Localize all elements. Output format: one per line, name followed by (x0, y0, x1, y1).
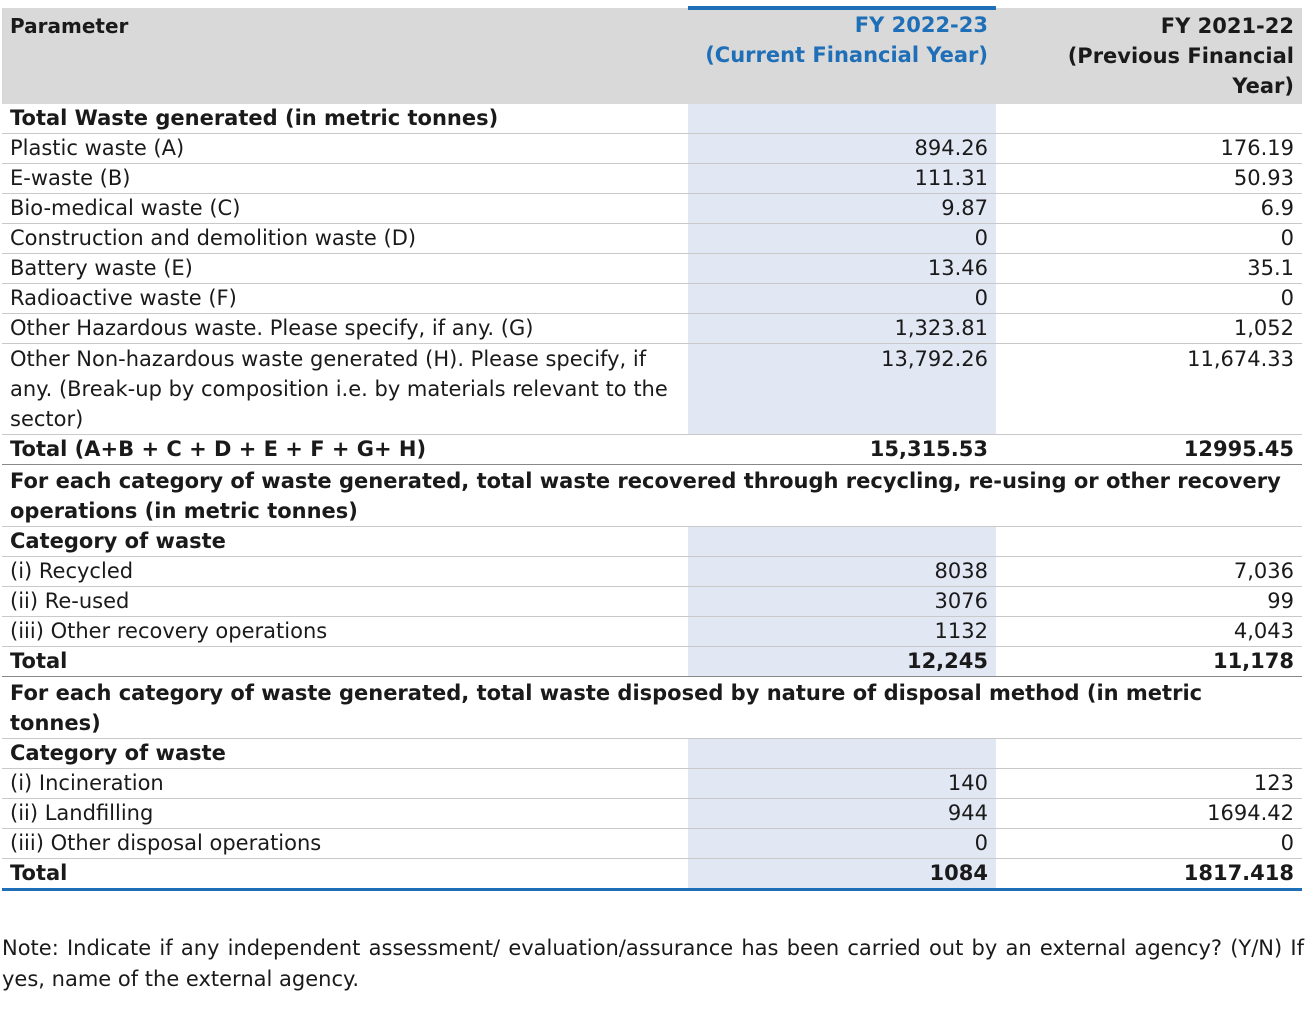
row-value-current: 8038 (688, 556, 996, 587)
total-value-current: 15,315.53 (688, 434, 996, 465)
table-row: Battery waste (E) 13.46 35.1 (2, 253, 1302, 284)
table-row: (ii) Re-used 3076 99 (2, 586, 1302, 617)
total-value-current: 12,245 (688, 646, 996, 677)
category-cell-current (688, 738, 996, 769)
total-row: Total 12,245 11,178 (2, 646, 1302, 677)
header-current-year-line2: (Current Financial Year) (705, 43, 988, 67)
category-row: Category of waste (2, 526, 1302, 557)
row-value-previous: 0 (996, 828, 1302, 859)
total-row: Total 1084 1817.418 (2, 858, 1302, 891)
row-value-previous: 99 (996, 586, 1302, 617)
row-value-current: 1,323.81 (688, 313, 996, 344)
table-row: Other Hazardous waste. Please specify, i… (2, 313, 1302, 344)
section-title-disposed: For each category of waste generated, to… (2, 676, 1302, 739)
category-cell-previous (996, 738, 1302, 769)
section-heading-row: For each category of waste generated, to… (2, 676, 1302, 739)
row-label: (ii) Landfilling (2, 798, 688, 829)
section-cell-previous (996, 104, 1302, 134)
row-label: Battery waste (E) (2, 253, 688, 284)
total-row: Total (A+B + C + D + E + F + G+ H) 15,31… (2, 434, 1302, 465)
row-value-current: 944 (688, 798, 996, 829)
row-label: (ii) Re-used (2, 586, 688, 617)
table-row: Radioactive waste (F) 0 0 (2, 283, 1302, 314)
row-value-current: 111.31 (688, 163, 996, 194)
table-row: Construction and demolition waste (D) 0 … (2, 223, 1302, 254)
row-value-previous: 176.19 (996, 133, 1302, 164)
row-value-current: 140 (688, 768, 996, 799)
table-row: Bio-medical waste (C) 9.87 6.9 (2, 193, 1302, 224)
total-value-previous: 12995.45 (996, 434, 1302, 465)
row-label: (i) Recycled (2, 556, 688, 587)
total-value-previous: 1817.418 (996, 858, 1302, 891)
row-value-current: 0 (688, 283, 996, 314)
row-value-current: 0 (688, 828, 996, 859)
row-label: Other Hazardous waste. Please specify, i… (2, 313, 688, 344)
table-row: E-waste (B) 111.31 50.93 (2, 163, 1302, 194)
row-value-current: 13,792.26 (688, 343, 996, 435)
total-label: Total (A+B + C + D + E + F + G+ H) (2, 434, 688, 465)
category-label: Category of waste (2, 526, 688, 557)
header-current-year: FY 2022-23 (Current Financial Year) (688, 6, 996, 104)
section-cell-current (688, 104, 996, 134)
row-value-previous: 50.93 (996, 163, 1302, 194)
row-label: Other Non-hazardous waste generated (H).… (2, 343, 688, 435)
header-previous-year-line1: FY 2021-22 (1160, 14, 1294, 38)
row-value-previous: 0 (996, 223, 1302, 254)
total-label: Total (2, 858, 688, 891)
header-previous-year-line2: (Previous Financial Year) (1067, 44, 1294, 98)
table-row: (i) Recycled 8038 7,036 (2, 556, 1302, 587)
total-value-current: 1084 (688, 858, 996, 891)
row-value-previous: 6.9 (996, 193, 1302, 224)
row-value-previous: 1694.42 (996, 798, 1302, 829)
row-value-current: 1132 (688, 616, 996, 647)
row-label: (i) Incineration (2, 768, 688, 799)
header-current-year-line1: FY 2022-23 (854, 13, 988, 37)
header-parameter: Parameter (2, 8, 688, 104)
row-label: Bio-medical waste (C) (2, 193, 688, 224)
category-cell-current (688, 526, 996, 557)
table-row: (ii) Landfilling 944 1694.42 (2, 798, 1302, 829)
row-label: Plastic waste (A) (2, 133, 688, 164)
row-value-previous: 11,674.33 (996, 343, 1302, 435)
row-value-current: 3076 (688, 586, 996, 617)
row-label: (iii) Other recovery operations (2, 616, 688, 647)
total-label: Total (2, 646, 688, 677)
row-value-current: 9.87 (688, 193, 996, 224)
row-value-previous: 0 (996, 283, 1302, 314)
row-value-current: 13.46 (688, 253, 996, 284)
table-row: (iii) Other recovery operations 1132 4,0… (2, 616, 1302, 647)
section-heading-row: Total Waste generated (in metric tonnes) (2, 104, 1302, 134)
category-row: Category of waste (2, 738, 1302, 769)
row-label: Radioactive waste (F) (2, 283, 688, 314)
waste-table-container: Parameter FY 2022-23 (Current Financial … (2, 6, 1302, 891)
row-value-previous: 35.1 (996, 253, 1302, 284)
header-previous-year: FY 2021-22 (Previous Financial Year) (996, 8, 1302, 104)
total-value-previous: 11,178 (996, 646, 1302, 677)
table-row: (iii) Other disposal operations 0 0 (2, 828, 1302, 859)
category-label: Category of waste (2, 738, 688, 769)
table-row: Other Non-hazardous waste generated (H).… (2, 343, 1302, 435)
row-value-current: 894.26 (688, 133, 996, 164)
category-cell-previous (996, 526, 1302, 557)
waste-table: Parameter FY 2022-23 (Current Financial … (2, 6, 1302, 891)
row-label: Construction and demolition waste (D) (2, 223, 688, 254)
row-value-previous: 1,052 (996, 313, 1302, 344)
table-row: (i) Incineration 140 123 (2, 768, 1302, 799)
row-value-previous: 4,043 (996, 616, 1302, 647)
assessment-note: Note: Indicate if any independent assess… (2, 936, 1304, 991)
section-heading-row: For each category of waste generated, to… (2, 464, 1302, 527)
row-label: E-waste (B) (2, 163, 688, 194)
header-row: Parameter FY 2022-23 (Current Financial … (2, 6, 1302, 104)
row-value-previous: 7,036 (996, 556, 1302, 587)
section-title-recovered: For each category of waste generated, to… (2, 464, 1302, 527)
row-value-previous: 123 (996, 768, 1302, 799)
row-label: (iii) Other disposal operations (2, 828, 688, 859)
row-value-current: 0 (688, 223, 996, 254)
section-title-total-waste: Total Waste generated (in metric tonnes) (2, 104, 688, 134)
table-row: Plastic waste (A) 894.26 176.19 (2, 133, 1302, 164)
